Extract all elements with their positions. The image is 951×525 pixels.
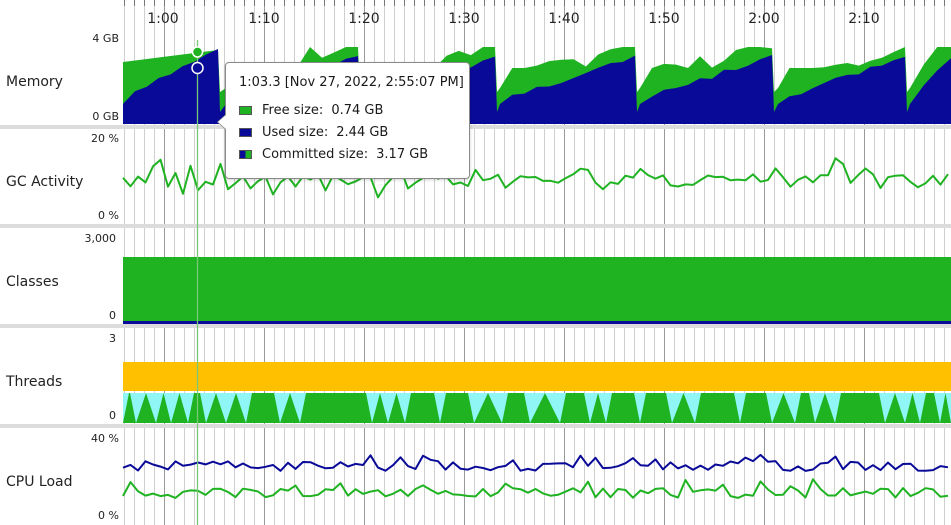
threads-panel[interactable] [123, 362, 951, 423]
cpu-process-line [122, 453, 949, 472]
used-size-label: Used size: [262, 124, 329, 140]
memory-axis-bottom: 0 GB [92, 110, 119, 123]
classes-unloaded-area [123, 321, 951, 324]
committed-size-swatch [239, 149, 252, 159]
tooltip-used-row: Used size: 2.44 GB [239, 124, 388, 140]
threads-axis-top: 3 [109, 332, 116, 345]
classes-axis-top: 3,000 [85, 232, 117, 245]
classes-panel-label: Classes [6, 274, 59, 290]
committed-size-label: Committed size: [262, 146, 369, 162]
threads-axis-bottom: 0 [109, 409, 116, 422]
gc-activity-line [122, 157, 949, 199]
cpu-gc-line [122, 478, 949, 499]
time-tick-label: 1:40 [548, 11, 579, 27]
free-size-value: 0.74 GB [331, 102, 384, 118]
cpu-panel-label: CPU Load [6, 474, 73, 490]
time-tick-label: 1:30 [448, 11, 479, 27]
committed-size-value: 3.17 GB [376, 146, 429, 162]
memory-tooltip: 1:03.3 [Nov 27, 2022, 2:55:07 PM] Free s… [217, 62, 470, 179]
gc-panel-label: GC Activity [6, 174, 83, 190]
tooltip-committed-row: Committed size: 3.17 GB [239, 146, 428, 162]
time-tick-label: 1:00 [147, 11, 178, 27]
tooltip-title: 1:03.3 [Nov 27, 2022, 2:55:07 PM] [239, 75, 464, 90]
gc-axis-top: 20 % [91, 132, 119, 145]
cpu-axis-bottom: 0 % [98, 509, 119, 522]
free-size-label: Free size: [262, 102, 324, 118]
time-tick-label: 2:00 [748, 11, 779, 27]
cpu-axis-top: 40 % [91, 432, 119, 445]
time-tick-label: 1:50 [648, 11, 679, 27]
used-marker [191, 61, 204, 75]
cpu-load-panel[interactable] [122, 453, 949, 499]
threads-panel-label: Threads [5, 374, 62, 390]
tooltip-arrow [217, 114, 226, 130]
gc-axis-bottom: 0 % [98, 209, 119, 222]
free-size-swatch [239, 105, 252, 115]
time-tick-labels: 1:00 1:10 1:20 1:30 1:40 1:50 2:00 2:10 [147, 11, 879, 27]
time-tick-label: 1:10 [248, 11, 279, 27]
classes-panel[interactable] [123, 257, 951, 324]
gc-activity-panel[interactable] [122, 157, 949, 199]
memory-axis-top: 4 GB [92, 32, 119, 45]
panel-separators [0, 125, 951, 428]
classes-axis-bottom: 0 [109, 309, 116, 322]
memory-panel-label: Memory [6, 74, 63, 90]
tooltip-free-row: Free size: 0.74 GB [239, 102, 383, 118]
time-tick-label: 2:10 [848, 11, 879, 27]
used-size-swatch [239, 127, 252, 137]
threads-activity-area [123, 393, 951, 423]
threads-live-area [123, 362, 951, 391]
time-tick-label: 1:20 [348, 11, 379, 27]
used-size-value: 2.44 GB [336, 124, 389, 140]
classes-loaded-area [123, 257, 951, 321]
committed-marker [191, 46, 204, 58]
